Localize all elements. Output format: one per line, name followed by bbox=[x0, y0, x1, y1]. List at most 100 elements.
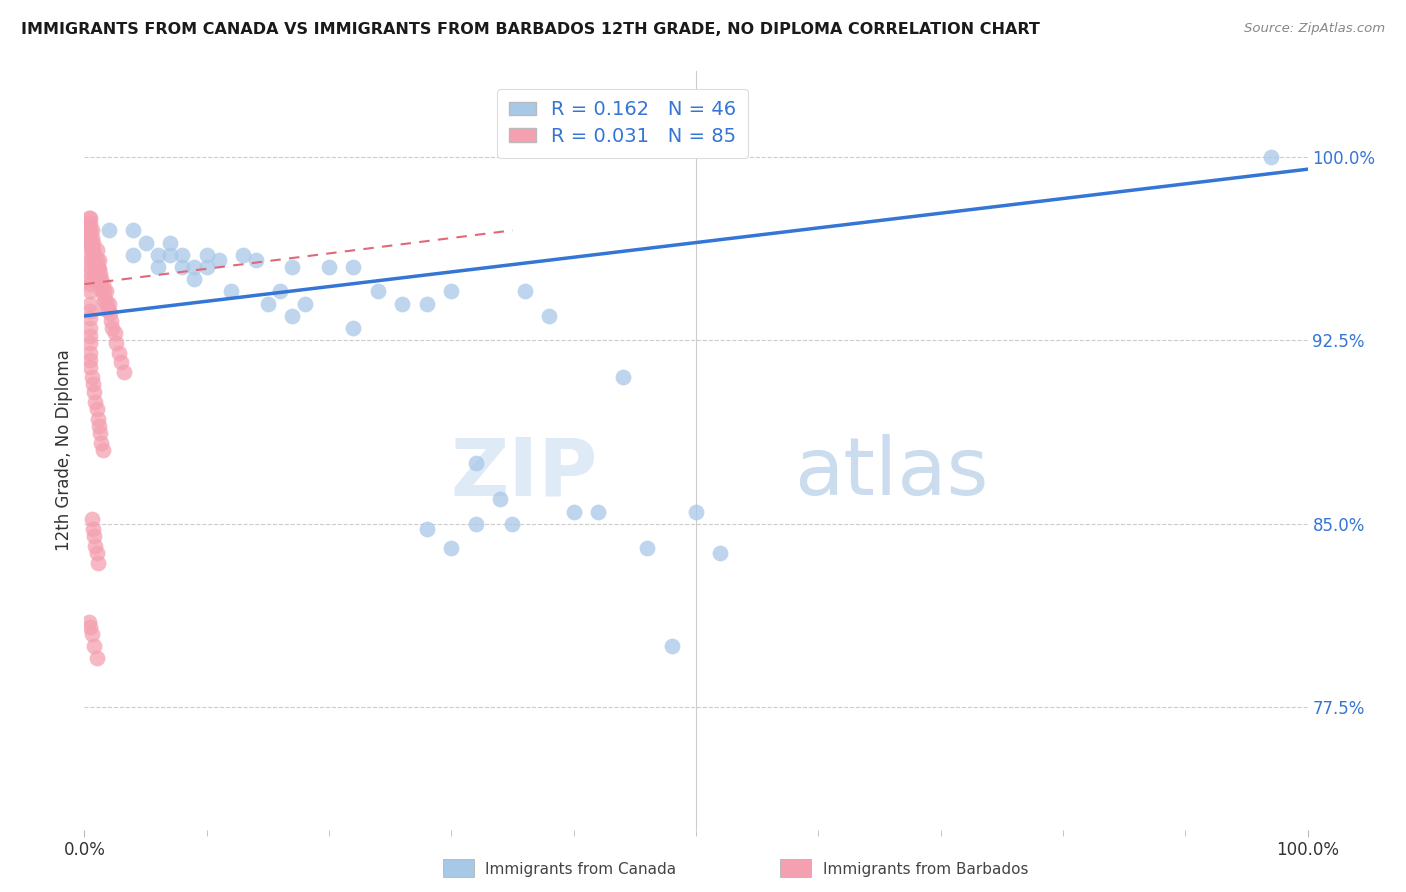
Point bbox=[79, 311, 101, 326]
Point bbox=[80, 370, 103, 384]
Point bbox=[77, 211, 100, 226]
Point bbox=[269, 285, 291, 299]
Point bbox=[93, 294, 115, 309]
Point bbox=[86, 546, 108, 560]
Point bbox=[636, 541, 658, 556]
Point bbox=[80, 223, 103, 237]
Point bbox=[79, 304, 101, 318]
Point bbox=[79, 277, 101, 292]
Point bbox=[97, 296, 120, 310]
Point bbox=[96, 294, 118, 309]
Point bbox=[87, 419, 110, 434]
Point bbox=[86, 252, 108, 267]
Point bbox=[84, 260, 107, 274]
Point bbox=[107, 345, 129, 359]
Point bbox=[146, 260, 169, 274]
Point bbox=[80, 230, 103, 244]
Point bbox=[661, 639, 683, 653]
Point bbox=[84, 539, 107, 553]
Point bbox=[502, 516, 524, 531]
Text: Source: ZipAtlas.com: Source: ZipAtlas.com bbox=[1244, 22, 1385, 36]
Point bbox=[586, 505, 609, 519]
Point bbox=[80, 627, 103, 641]
Point bbox=[195, 248, 218, 262]
Point bbox=[159, 248, 181, 262]
Text: IMMIGRANTS FROM CANADA VS IMMIGRANTS FROM BARBADOS 12TH GRADE, NO DIPLOMA CORREL: IMMIGRANTS FROM CANADA VS IMMIGRANTS FRO… bbox=[21, 22, 1040, 37]
Point bbox=[82, 522, 104, 536]
Point bbox=[513, 285, 536, 299]
Point bbox=[89, 268, 111, 282]
Point bbox=[318, 260, 340, 274]
Point bbox=[172, 260, 194, 274]
Point bbox=[391, 296, 413, 310]
Point bbox=[172, 248, 194, 262]
Point bbox=[538, 309, 561, 323]
Point bbox=[79, 223, 101, 237]
Point bbox=[281, 309, 304, 323]
Point bbox=[79, 252, 101, 267]
Point bbox=[79, 321, 101, 335]
Point bbox=[83, 639, 105, 653]
Point bbox=[416, 296, 439, 310]
Point bbox=[86, 401, 108, 416]
Point bbox=[86, 260, 108, 274]
Y-axis label: 12th Grade, No Diploma: 12th Grade, No Diploma bbox=[55, 350, 73, 551]
Point bbox=[79, 353, 101, 368]
Point bbox=[79, 211, 101, 226]
Point bbox=[98, 306, 121, 320]
Point bbox=[562, 505, 585, 519]
Point bbox=[87, 556, 110, 570]
Point bbox=[97, 223, 120, 237]
Text: Immigrants from Barbados: Immigrants from Barbados bbox=[823, 863, 1028, 877]
Point bbox=[342, 260, 364, 274]
Point bbox=[367, 285, 389, 299]
Point bbox=[104, 326, 127, 340]
Point bbox=[100, 314, 122, 328]
Point bbox=[80, 240, 103, 254]
Point bbox=[87, 260, 110, 274]
Point bbox=[79, 240, 101, 254]
Point bbox=[91, 287, 114, 301]
Point bbox=[84, 268, 107, 282]
Point bbox=[79, 230, 101, 244]
Point bbox=[232, 248, 254, 262]
Text: Immigrants from Canada: Immigrants from Canada bbox=[485, 863, 676, 877]
Point bbox=[1260, 150, 1282, 164]
Point bbox=[208, 252, 231, 267]
Point bbox=[77, 219, 100, 233]
Point bbox=[489, 492, 512, 507]
Point bbox=[281, 260, 304, 274]
Point bbox=[82, 243, 104, 257]
Point bbox=[93, 285, 115, 299]
Point bbox=[90, 272, 112, 286]
Point bbox=[91, 443, 114, 458]
Point bbox=[110, 355, 132, 369]
Point bbox=[464, 456, 486, 470]
Point bbox=[79, 360, 101, 375]
Legend: R = 0.162   N = 46, R = 0.031   N = 85: R = 0.162 N = 46, R = 0.031 N = 85 bbox=[496, 88, 748, 158]
Point bbox=[82, 377, 104, 392]
Point bbox=[79, 328, 101, 343]
Point bbox=[90, 436, 112, 450]
Point bbox=[79, 216, 101, 230]
Text: atlas: atlas bbox=[794, 434, 988, 512]
Point bbox=[79, 619, 101, 633]
Point bbox=[87, 252, 110, 267]
Point bbox=[91, 277, 114, 292]
Point bbox=[79, 248, 101, 262]
Point bbox=[84, 394, 107, 409]
Point bbox=[79, 345, 101, 359]
Point bbox=[79, 296, 101, 310]
Point bbox=[464, 516, 486, 531]
Point bbox=[79, 235, 101, 250]
Text: ZIP: ZIP bbox=[451, 434, 598, 512]
Point bbox=[83, 384, 105, 399]
Point bbox=[79, 272, 101, 286]
Point bbox=[122, 248, 145, 262]
Point bbox=[101, 321, 124, 335]
Point bbox=[77, 223, 100, 237]
Point bbox=[112, 365, 135, 379]
Point bbox=[77, 233, 100, 247]
Point bbox=[183, 272, 205, 286]
Point bbox=[159, 235, 181, 250]
